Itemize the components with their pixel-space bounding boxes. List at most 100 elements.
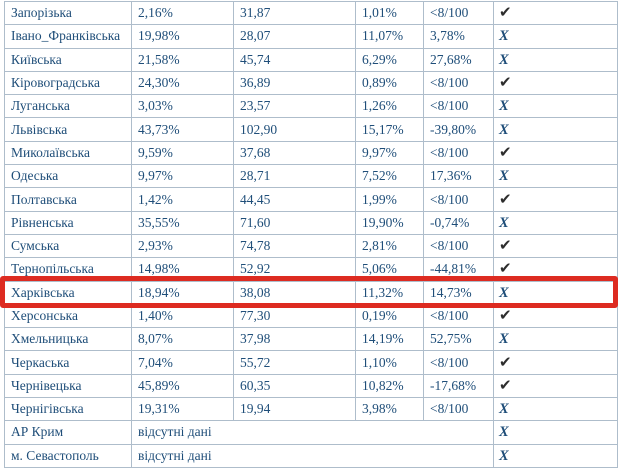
status-cell: ✔ xyxy=(493,187,618,212)
table-row: Львівська 43,73% 102,90 15,17% -39,80% X xyxy=(4,117,618,142)
region-cell: Одеська xyxy=(4,164,132,189)
no-data-cell: відсутні дані xyxy=(131,443,494,468)
value-cell: 14,19% xyxy=(355,327,424,352)
check-icon: ✔ xyxy=(499,306,512,324)
check-icon: ✔ xyxy=(499,189,512,208)
table-row: Сумська 2,93% 74,78 2,81% <8/100 ✔ xyxy=(4,233,618,259)
status-cell: X xyxy=(493,420,618,445)
value-cell: 21,58% xyxy=(131,47,234,72)
value-cell: 2,16% xyxy=(131,0,234,26)
value-cell: <8/100 xyxy=(423,0,494,26)
table-row: Миколаївська 9,59% 37,68 9,97% <8/100 ✔ xyxy=(4,140,618,166)
table-row: Кіровоградська 24,30% 36,89 0,89% <8/100 ✔ xyxy=(4,70,618,96)
value-cell: 74,78 xyxy=(233,233,356,259)
table-row: АР Крим відсутні дані X xyxy=(4,420,618,445)
table-row: Херсонська 1,40% 77,30 0,19% <8/100 ✔ xyxy=(4,303,618,329)
region-cell: Сумська xyxy=(4,233,132,259)
value-cell: 45,89% xyxy=(131,373,234,399)
status-cell: X xyxy=(493,94,618,119)
region-cell: Черкаська xyxy=(4,350,132,375)
value-cell: 23,57 xyxy=(233,94,356,119)
x-icon: X xyxy=(499,284,509,301)
value-cell: 14,73% xyxy=(423,280,494,305)
table-row: Хмельницька 8,07% 37,98 14,19% 52,75% X xyxy=(4,327,618,352)
value-cell: 35,55% xyxy=(131,210,234,235)
value-cell: 15,17% xyxy=(355,117,424,142)
value-cell: 1,26% xyxy=(355,94,424,119)
value-cell: <8/100 xyxy=(423,350,494,375)
check-icon: ✔ xyxy=(499,375,512,394)
x-icon: X xyxy=(499,121,509,138)
value-cell: 45,74 xyxy=(233,47,356,72)
region-cell: АР Крим xyxy=(4,420,132,445)
value-cell: 24,30% xyxy=(131,70,234,96)
region-cell: Луганська xyxy=(4,94,132,119)
value-cell: <8/100 xyxy=(423,70,494,96)
value-cell: 60,35 xyxy=(233,373,356,399)
value-cell: 1,99% xyxy=(355,187,424,212)
value-cell: 7,52% xyxy=(355,164,424,189)
value-cell: 3,98% xyxy=(355,397,424,422)
region-cell: Херсонська xyxy=(4,303,132,329)
status-cell: ✔ xyxy=(493,257,618,282)
x-icon: X xyxy=(499,51,509,68)
value-cell: 1,10% xyxy=(355,350,424,375)
check-icon: ✔ xyxy=(499,352,512,371)
x-icon: X xyxy=(499,447,509,464)
check-icon: ✔ xyxy=(499,259,512,278)
value-cell: 1,01% xyxy=(355,0,424,26)
value-cell: 2,93% xyxy=(131,233,234,259)
regions-table: Запорізька 2,16% 31,87 1,01% <8/100 ✔ Івано_Фр… xyxy=(4,0,618,468)
value-cell: <8/100 xyxy=(423,303,494,329)
x-icon: X xyxy=(499,331,509,348)
x-icon: X xyxy=(499,168,509,185)
table-row: Одеська 9,97% 28,71 7,52% 17,36% X xyxy=(4,164,618,189)
x-icon: X xyxy=(499,214,509,231)
region-cell: Івано_Франківська xyxy=(4,24,132,49)
region-cell: Полтавська xyxy=(4,187,132,212)
value-cell: 55,72 xyxy=(233,350,356,375)
status-cell: ✔ xyxy=(493,233,618,259)
value-cell: -44,81% xyxy=(423,257,494,282)
region-cell: Тернопільська xyxy=(4,257,132,282)
value-cell: 9,97% xyxy=(355,140,424,166)
check-icon: ✔ xyxy=(499,73,512,92)
region-cell: Чернівецька xyxy=(4,373,132,399)
region-cell: Чернігівська xyxy=(4,397,132,422)
no-data-cell: відсутні дані xyxy=(131,420,494,445)
value-cell: 6,29% xyxy=(355,47,424,72)
value-cell: 28,71 xyxy=(233,164,356,189)
value-cell: <8/100 xyxy=(423,140,494,166)
status-cell: X xyxy=(493,210,618,235)
value-cell: -0,74% xyxy=(423,210,494,235)
region-cell: м. Севастополь xyxy=(4,443,132,468)
status-cell: X xyxy=(493,397,618,422)
region-cell: Київська xyxy=(4,47,132,72)
x-icon: X xyxy=(499,401,509,418)
status-cell: X xyxy=(493,117,618,142)
value-cell: 9,59% xyxy=(131,140,234,166)
value-cell: 11,07% xyxy=(355,24,424,49)
table-body: Запорізька 2,16% 31,87 1,01% <8/100 ✔ Івано_Фр… xyxy=(4,0,618,468)
value-cell: 19,98% xyxy=(131,24,234,49)
x-icon: X xyxy=(499,424,509,441)
status-cell: ✔ xyxy=(493,373,618,399)
status-cell: X xyxy=(493,47,618,72)
status-cell: ✔ xyxy=(493,140,618,166)
value-cell: 38,08 xyxy=(233,280,356,305)
value-cell: 8,07% xyxy=(131,327,234,352)
value-cell: -39,80% xyxy=(423,117,494,142)
value-cell: 17,36% xyxy=(423,164,494,189)
table-row: м. Севастополь відсутні дані X xyxy=(4,443,618,468)
region-cell: Харківська xyxy=(4,280,132,305)
region-cell: Кіровоградська xyxy=(4,70,132,96)
region-cell: Хмельницька xyxy=(4,327,132,352)
value-cell: 10,82% xyxy=(355,373,424,399)
region-cell: Львівська xyxy=(4,117,132,142)
status-cell: ✔ xyxy=(493,70,618,96)
value-cell: 1,40% xyxy=(131,303,234,329)
value-cell: <8/100 xyxy=(423,94,494,119)
value-cell: 7,04% xyxy=(131,350,234,375)
value-cell: 52,92 xyxy=(233,257,356,282)
table-row: Черкаська 7,04% 55,72 1,10% <8/100 ✔ xyxy=(4,350,618,375)
